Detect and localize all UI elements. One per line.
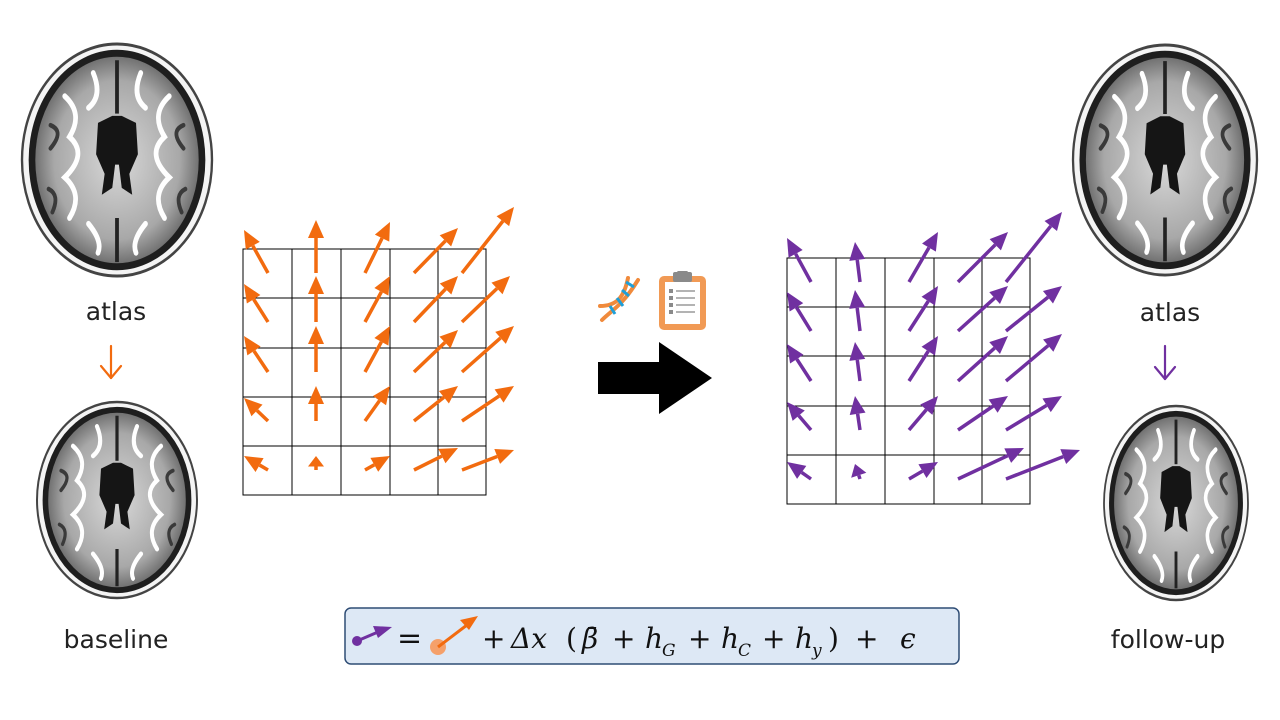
baseline-vector-arrow (308, 220, 324, 273)
equation-sub-y: y (811, 641, 822, 661)
baseline-vector-arrow (412, 330, 458, 374)
followup-grid (786, 257, 1031, 505)
equation-plus-4: + (762, 622, 785, 655)
followup-vector-arrow (907, 232, 938, 283)
followup-vector-arrow (957, 448, 1024, 481)
equation-equals: = (397, 621, 422, 656)
atlas-brain-right (1073, 45, 1257, 275)
atlas-to-baseline-arrow (99, 344, 123, 380)
followup-deformation-field (787, 212, 1080, 481)
equation-delta-x: Δx (510, 622, 547, 655)
baseline-vector-arrow (460, 326, 514, 374)
baseline-vector-arrow (244, 336, 270, 373)
atlas-to-followup-arrow (1153, 344, 1177, 381)
baseline-vector-arrow (363, 276, 390, 323)
brain-mri-icon (22, 44, 212, 276)
followup-vector-arrow (787, 462, 813, 481)
followup-vector-arrow (908, 462, 938, 481)
followup-vector-arrow (787, 344, 813, 382)
followup-vector-arrow (787, 238, 813, 283)
clipboard-icon (659, 271, 706, 330)
followup-vector-arrow (907, 396, 938, 432)
baseline-vector-arrow (308, 326, 324, 372)
baseline-vector-arrow (308, 456, 324, 470)
equation-sub-g: G (662, 641, 676, 661)
baseline-vector-arrow (363, 222, 390, 274)
equation-plus-3: + (688, 622, 711, 655)
baseline-vector-arrow (363, 386, 390, 423)
brain-mri-icon (1073, 45, 1257, 275)
followup-vector-arrow (787, 292, 813, 332)
followup-vector-arrow (1004, 212, 1062, 284)
right-atlas-label: atlas (1140, 298, 1200, 327)
baseline-vector-arrow (460, 276, 510, 324)
followup-vector-arrow (956, 232, 1008, 284)
equation-h-g: h (645, 622, 663, 655)
baseline-vector-arrow (460, 207, 514, 275)
baseline-label: baseline (64, 625, 169, 654)
baseline-brain (37, 402, 197, 598)
equation-sub-c: C (738, 641, 751, 661)
followup-vector-arrow (849, 242, 866, 283)
left-atlas-label: atlas (86, 297, 146, 326)
followup-vector-arrow (1005, 449, 1080, 481)
followup-vector-arrow (1005, 396, 1062, 432)
followup-vector-arrow (849, 290, 866, 332)
baseline-vector-arrow (308, 386, 324, 421)
baseline-vector-arrow (244, 230, 270, 274)
baseline-vector-arrow (244, 284, 270, 323)
equation-plus-2: + (612, 622, 635, 655)
equation-h-y: h (795, 622, 813, 655)
atlas-brain-left (22, 44, 212, 276)
followup-vector-arrow (787, 402, 813, 432)
followup-vector-arrow (907, 336, 938, 382)
followup-vector-arrow (851, 464, 867, 480)
baseline-deformation-field (244, 207, 514, 472)
followup-vector-arrow (849, 342, 866, 382)
baseline-vector-icon (430, 616, 478, 655)
followup-vector-arrow (849, 396, 866, 431)
followup-vector-arrow (956, 336, 1008, 383)
followup-vector-arrow (956, 286, 1008, 333)
followup-brain (1104, 406, 1248, 600)
brain-mri-icon (1104, 406, 1248, 600)
baseline-vector-arrow (364, 456, 390, 472)
baseline-vector-arrow (461, 448, 514, 472)
dna-icon (598, 276, 640, 322)
follow-up-label: follow-up (1111, 625, 1225, 654)
right-arrow-icon (598, 342, 712, 414)
baseline-vector-arrow (412, 228, 458, 275)
followup-vector-icon (352, 626, 392, 646)
followup-vector-arrow (1004, 286, 1062, 333)
baseline-vector-arrow (413, 448, 458, 472)
baseline-vector-arrow (461, 386, 514, 423)
baseline-vector-arrow (244, 398, 270, 423)
baseline-vector-arrow (308, 276, 324, 322)
equation-h-c: h (721, 622, 739, 655)
equation-box: = + Δx ( β̄ + h G + h C + h y ) + ϵ (344, 607, 960, 665)
equation-plus-1: + (482, 622, 505, 655)
baseline-vector-arrow (363, 326, 390, 373)
followup-vector-arrow (957, 396, 1008, 432)
followup-vector-arrow (1004, 334, 1062, 383)
equation-epsilon: ϵ (900, 622, 916, 655)
followup-vector-arrow (907, 286, 938, 332)
equation-beta-bar: β̄ (581, 622, 598, 655)
equation-open-paren: ( (566, 622, 577, 655)
brain-mri-icon (37, 402, 197, 598)
equation-plus-5: + (855, 622, 878, 655)
baseline-vector-arrow (244, 456, 269, 472)
equation-close-paren: ) (828, 622, 839, 655)
baseline-vector-arrow (412, 386, 458, 423)
baseline-vector-arrow (412, 276, 458, 324)
